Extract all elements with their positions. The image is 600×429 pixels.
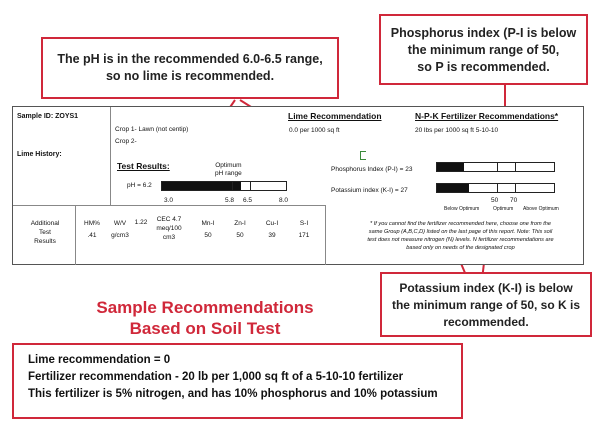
- lime-recommendation-heading: Lime Recommendation: [288, 111, 382, 121]
- report-divider-mid: [325, 205, 326, 265]
- npk-heading: N-P-K Fertilizer Recommendations*: [415, 111, 559, 121]
- ph-optimum-end: [250, 182, 251, 190]
- phosphorus-zone-mark-50: [497, 163, 498, 171]
- zone-above-optimum: Above Optimum: [523, 206, 559, 212]
- title-line-2: Based on Soil Test: [129, 319, 281, 338]
- ph-bar-fill: [162, 182, 242, 190]
- lime-recommendation-value: 0.0 per 1000 sq ft: [289, 127, 340, 134]
- ph-tick-3: 3.0: [164, 197, 174, 204]
- footnote-line-1: * If you cannot find the fertilizer reco…: [370, 221, 551, 227]
- potassium-callout: Potassium index (K-I) is below the minim…: [380, 272, 592, 337]
- index-tick-70: 70: [510, 197, 518, 204]
- report-divider-horizontal: [13, 205, 325, 206]
- title-line-1: Sample Recommendations: [96, 298, 314, 317]
- zone-below-optimum: Below Optimum: [444, 206, 480, 212]
- phosphorus-zone-mark-70: [515, 163, 516, 171]
- phosphorus-bar: [436, 162, 555, 172]
- ph-callout: The pH is in the recommended 6.0-6.5 ran…: [41, 37, 339, 99]
- footnote-line-3: test does not measure nitrogen (N) level…: [367, 237, 554, 243]
- test-hm: HM% .41: [77, 219, 107, 240]
- additional-line-3: Results: [34, 238, 56, 245]
- test-wv-name: W/V: [113, 220, 127, 227]
- test-zn: Zn-I 50: [225, 219, 255, 240]
- phosphorus-callout-line-2: the minimum range of 50,: [407, 43, 560, 57]
- potassium-callout-line-3: recommended.: [443, 315, 529, 329]
- phosphorus-index-label: Phosphorus Index (P-I) = 23: [331, 166, 413, 173]
- potassium-zone-mark-70: [515, 184, 516, 192]
- ph-tick-6-5: 6.5: [243, 197, 253, 204]
- summary-fertilizer: Fertilizer recommendation - 20 lb per 1,…: [28, 371, 404, 383]
- ph-callout-line-2: so no lime is recommended.: [105, 69, 275, 83]
- sample-recommendations-title: Sample Recommendations Based on Soil Tes…: [80, 297, 330, 339]
- optimum-ph-label-2: pH range: [215, 170, 242, 177]
- ph-bar: [161, 181, 287, 191]
- bracket-mark: [360, 151, 366, 160]
- test-wv: W/V g/cm3: [107, 219, 133, 240]
- test-mn-name: Mn-I: [201, 220, 215, 227]
- zone-optimum: Optimum: [493, 206, 514, 212]
- footnote: * If you cannot find the fertilizer reco…: [338, 220, 583, 252]
- test-wv-value: 1.22: [134, 219, 148, 226]
- test-hm-name: HM%: [84, 220, 100, 227]
- test-cec-line-3: cm3: [162, 234, 176, 241]
- summary-box: Lime recommendation = 0 Fertilizer recom…: [12, 343, 463, 419]
- summary-lime: Lime recommendation = 0: [28, 354, 171, 366]
- phosphorus-callout: Phosphorus index (P-I is below the minim…: [379, 14, 588, 85]
- ph-optimum-start: [232, 182, 233, 190]
- soil-test-report: Sample ID: ZOYS1 Lime History: Crop 1- L…: [12, 106, 584, 265]
- ph-tick-5-8: 5.8: [225, 197, 235, 204]
- potassium-bar: [436, 183, 555, 193]
- potassium-zone-mark-50: [497, 184, 498, 192]
- phosphorus-callout-line-3: so P is recommended.: [417, 60, 550, 74]
- test-cu: Cu-I 39: [257, 219, 287, 240]
- report-divider-vertical: [110, 107, 111, 205]
- ph-tick-8: 8.0: [279, 197, 289, 204]
- npk-value: 20 lbs per 1000 sq ft 5-10-10: [415, 127, 499, 134]
- test-cu-value: 39: [268, 232, 276, 239]
- potassium-bar-fill: [437, 184, 469, 192]
- additional-divider: [75, 205, 76, 265]
- optimum-ph-label: Optimum pH range: [215, 162, 242, 178]
- test-wv-unit: g/cm3: [111, 232, 129, 239]
- summary-composition: This fertilizer is 5% nitrogen, and has …: [28, 388, 438, 400]
- test-zn-name: Zn-I: [234, 220, 246, 227]
- potassium-index-label: Potassium index (K-I) = 27: [331, 187, 408, 194]
- ph-callout-line-1: The pH is in the recommended 6.0-6.5 ran…: [57, 52, 323, 66]
- crop-1: Crop 1- Lawn (not centip): [115, 126, 189, 133]
- test-results-heading: Test Results:: [117, 161, 170, 171]
- footnote-line-4: based only on needs of the designated cr…: [406, 245, 515, 251]
- test-s-name: S-I: [299, 220, 309, 227]
- test-cu-name: Cu-I: [265, 220, 279, 227]
- test-s-value: 171: [298, 232, 310, 239]
- test-cec-line-2: meq/100: [156, 225, 182, 232]
- test-cec-line-1: CEC 4.7: [156, 216, 182, 223]
- test-mn-value: 50: [204, 232, 212, 239]
- optimum-ph-label-1: Optimum: [215, 162, 242, 169]
- test-s: S-I 171: [289, 219, 319, 240]
- additional-line-1: Additional: [30, 220, 60, 227]
- lime-history-label: Lime History:: [17, 151, 62, 158]
- phosphorus-callout-line-1: Phosphorus index (P-I is below: [390, 26, 577, 40]
- additional-tests-label: Additional Test Results: [17, 219, 73, 246]
- crop-2: Crop 2-: [115, 138, 137, 145]
- potassium-callout-line-1: Potassium index (K-I) is below: [399, 281, 573, 295]
- sample-id: Sample ID: ZOYS1: [17, 113, 79, 120]
- potassium-callout-line-2: the minimum range of 50, so K is: [391, 298, 581, 312]
- ph-value-label: pH = 6.2: [127, 182, 152, 189]
- test-hm-value: .41: [87, 232, 97, 239]
- additional-line-2: Test: [39, 229, 51, 236]
- index-tick-50: 50: [491, 197, 499, 204]
- footnote-line-2: same Group (A,B,C,D) listed on the last …: [368, 229, 553, 235]
- test-cec: CEC 4.7 meq/100 cm3: [151, 215, 187, 242]
- phosphorus-bar-fill: [437, 163, 464, 171]
- test-zn-value: 50: [236, 232, 244, 239]
- test-mn: Mn-I 50: [193, 219, 223, 240]
